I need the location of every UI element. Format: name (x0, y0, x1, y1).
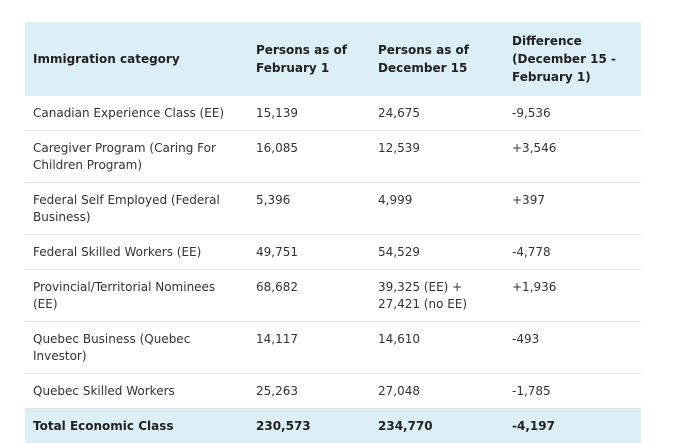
cell-feb: 15,139 (248, 96, 370, 131)
cell-feb: 25,263 (248, 374, 370, 409)
cell-dec: 4,999 (370, 183, 504, 235)
cell-dec: 39,325 (EE) + 27,421 (no EE) (370, 270, 504, 322)
cell-feb: 16,085 (248, 131, 370, 183)
cell-category: Caregiver Program (Caring For Children P… (25, 131, 248, 183)
total-feb: 230,573 (248, 409, 370, 443)
header-category: Immigration category (25, 22, 248, 96)
cell-difference: +397 (504, 183, 641, 235)
table-row: Caregiver Program (Caring For Children P… (25, 131, 641, 183)
header-difference: Difference (December 15 - February 1) (504, 22, 641, 96)
cell-feb: 14,117 (248, 322, 370, 374)
table-row: Quebec Business (Quebec Investor) 14,117… (25, 322, 641, 374)
cell-dec: 27,048 (370, 374, 504, 409)
cell-category: Federal Skilled Workers (EE) (25, 235, 248, 270)
cell-feb: 68,682 (248, 270, 370, 322)
total-row: Total Economic Class 230,573 234,770 -4,… (25, 409, 641, 443)
total-label: Total Economic Class (25, 409, 248, 443)
cell-category: Quebec Business (Quebec Investor) (25, 322, 248, 374)
cell-feb: 49,751 (248, 235, 370, 270)
cell-feb: 5,396 (248, 183, 370, 235)
cell-dec: 54,529 (370, 235, 504, 270)
header-feb: Persons as of February 1 (248, 22, 370, 96)
cell-dec: 24,675 (370, 96, 504, 131)
table-header-row: Immigration category Persons as of Febru… (25, 22, 641, 96)
cell-difference: -1,785 (504, 374, 641, 409)
cell-difference: -493 (504, 322, 641, 374)
cell-dec: 12,539 (370, 131, 504, 183)
cell-category: Quebec Skilled Workers (25, 374, 248, 409)
table-row: Federal Self Employed (Federal Business)… (25, 183, 641, 235)
cell-category: Canadian Experience Class (EE) (25, 96, 248, 131)
table-row: Federal Skilled Workers (EE) 49,751 54,5… (25, 235, 641, 270)
immigration-table-container: Immigration category Persons as of Febru… (25, 22, 641, 443)
cell-difference: -9,536 (504, 96, 641, 131)
total-dec: 234,770 (370, 409, 504, 443)
table-row: Provincial/Territorial Nominees (EE) 68,… (25, 270, 641, 322)
cell-category: Federal Self Employed (Federal Business) (25, 183, 248, 235)
total-difference: -4,197 (504, 409, 641, 443)
table-row: Canadian Experience Class (EE) 15,139 24… (25, 96, 641, 131)
header-dec: Persons as of December 15 (370, 22, 504, 96)
cell-dec: 14,610 (370, 322, 504, 374)
cell-difference: -4,778 (504, 235, 641, 270)
immigration-table: Immigration category Persons as of Febru… (25, 22, 641, 443)
table-row: Quebec Skilled Workers 25,263 27,048 -1,… (25, 374, 641, 409)
cell-difference: +3,546 (504, 131, 641, 183)
cell-category: Provincial/Territorial Nominees (EE) (25, 270, 248, 322)
cell-difference: +1,936 (504, 270, 641, 322)
